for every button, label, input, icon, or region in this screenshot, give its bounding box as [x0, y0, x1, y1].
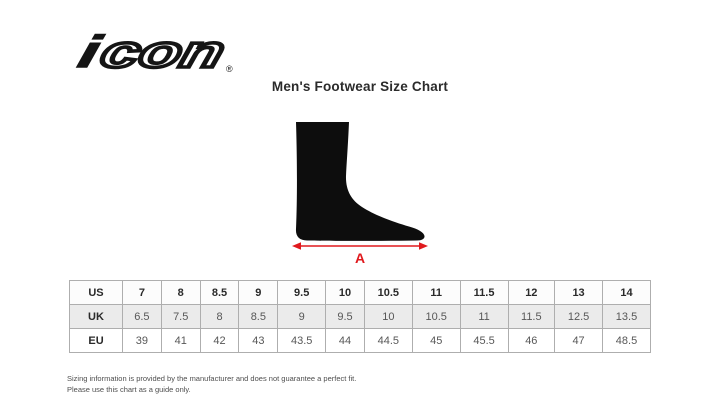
size-cell: 8.5 [238, 304, 279, 329]
size-cell: 10.5 [411, 304, 461, 329]
size-cell: 11 [411, 280, 461, 305]
foot-diagram [291, 118, 431, 242]
table-row-eu: EU 39 41 42 43 43.5 44 44.5 45 45.5 46 47 48.5 [69, 328, 651, 353]
size-cell: 12 [507, 280, 556, 305]
size-cell: 13 [554, 280, 603, 305]
size-cell: 46 [507, 328, 556, 353]
sizing-disclaimer: Sizing information is provided by the ma… [67, 374, 487, 396]
size-cell: 6.5 [122, 304, 162, 329]
size-cell: 8 [160, 280, 201, 305]
registered-trademark-symbol: ® [226, 64, 233, 74]
size-cell: 9.5 [277, 280, 327, 305]
size-cell: 8 [199, 304, 240, 329]
size-cell: 9 [277, 304, 327, 329]
disclaimer-line-2: Please use this chart as a guide only. [67, 384, 191, 394]
size-cell: 7 [122, 280, 162, 305]
icon-brand-logo: icon ® [60, 22, 242, 79]
size-cell: 14 [602, 280, 651, 305]
row-header-uk: UK [69, 304, 123, 329]
size-cell: 13.5 [602, 304, 651, 329]
size-cell: 45 [411, 328, 461, 353]
size-cell: 11 [459, 304, 509, 329]
size-cell: 42 [199, 328, 240, 353]
size-cell: 9.5 [325, 304, 365, 329]
foot-shape [295, 122, 425, 241]
size-cell: 10 [363, 304, 413, 329]
size-cell: 45.5 [459, 328, 509, 353]
icon-logo-graphic: icon ® [72, 25, 233, 79]
size-cell: 48.5 [602, 328, 651, 353]
size-cell: 39 [122, 328, 162, 353]
arrow-head-left [292, 242, 301, 250]
size-table-body: US 7 8 8.5 9 9.5 10 10.5 11 11.5 12 13 14 UK 6.5 7.5 8 8.… [69, 280, 651, 353]
size-cell: 41 [160, 328, 201, 353]
double-arrow-icon [292, 242, 428, 250]
logo-letters-con: con [95, 27, 230, 77]
size-table: US 7 8 8.5 9 9.5 10 10.5 11 11.5 12 13 14 UK 6.5 7.5 8 8.… [69, 280, 651, 353]
row-header-eu: EU [69, 328, 123, 353]
size-cell: 12.5 [554, 304, 603, 329]
measurement-label-a: A [354, 250, 366, 266]
size-cell: 10 [325, 280, 365, 305]
disclaimer-line-1: Sizing information is provided by the ma… [67, 374, 357, 383]
size-cell: 43 [238, 328, 279, 353]
size-cell: 8.5 [199, 280, 240, 305]
size-cell: 11.5 [507, 304, 556, 329]
table-row-uk: UK 6.5 7.5 8 8.5 9 9.5 10 10.5 11 11.5 12.5 13.5 [69, 304, 651, 329]
size-cell: 11.5 [459, 280, 509, 305]
size-cell: 44.5 [363, 328, 413, 353]
size-cell: 10.5 [363, 280, 413, 305]
row-header-us: US [69, 280, 123, 305]
size-cell: 7.5 [160, 304, 201, 329]
foot-silhouette-icon [295, 122, 425, 241]
page-title: Men's Footwear Size Chart [271, 79, 449, 94]
size-cell: 9 [238, 280, 279, 305]
arrow-head-right [419, 242, 428, 250]
measurement-arrow [292, 239, 428, 251]
logo-text: icon [73, 27, 230, 77]
size-cell: 44 [325, 328, 365, 353]
size-cell: 43.5 [277, 328, 327, 353]
table-row-us: US 7 8 8.5 9 9.5 10 10.5 11 11.5 12 13 14 [69, 280, 651, 305]
size-cell: 47 [554, 328, 603, 353]
